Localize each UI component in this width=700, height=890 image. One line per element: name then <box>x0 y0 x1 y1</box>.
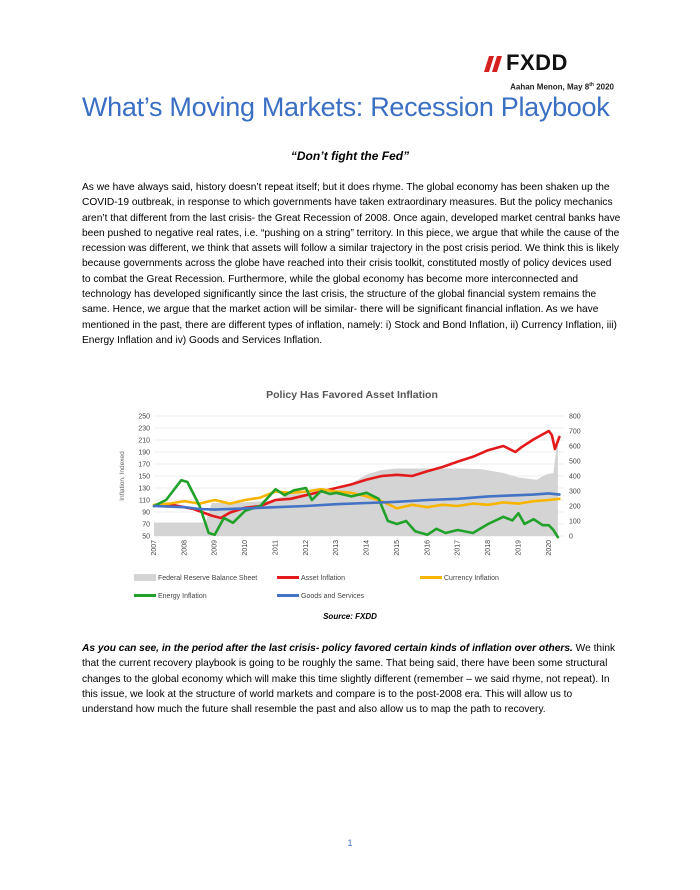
y2-tick-label: 800 <box>569 414 581 421</box>
x-tick-label: 2016 <box>424 540 431 556</box>
y2-tick-label: 500 <box>569 459 581 466</box>
x-tick-label: 2015 <box>394 540 401 556</box>
y2-tick-label: 600 <box>569 444 581 451</box>
y2-tick-label: 700 <box>569 429 581 436</box>
x-tick-label: 2012 <box>303 540 310 556</box>
legend-label-federal-reserve-balance-sheet: Federal Reserve Balance Sheet <box>158 575 257 582</box>
y-tick-label: 170 <box>138 462 150 469</box>
x-tick-label: 2011 <box>272 540 279 555</box>
inflation-chart: Policy Has Favored Asset Inflation 250 230… <box>112 384 592 612</box>
x-tick-label: 2010 <box>242 540 249 556</box>
x-tick-label: 2008 <box>181 540 188 556</box>
legend-label-goods-and-services: Goods and Services <box>301 593 365 600</box>
fxdd-logo: FXDD <box>484 50 596 76</box>
y2-tick-label: 0 <box>569 534 573 541</box>
x-tick-label: 2009 <box>212 540 219 556</box>
energy-inflation-line <box>152 478 560 539</box>
page-title: What’s Moving Markets: Recession Playboo… <box>82 92 610 122</box>
x-tick-label: 2014 <box>364 540 371 556</box>
y-tick-label: 130 <box>138 486 150 493</box>
federal-reserve-balance-sheet-area <box>154 435 558 536</box>
x-tick-label: 2018 <box>485 540 492 556</box>
analysis-body-text: We think that the current recovery playb… <box>82 643 616 716</box>
legend-swatch-federal-reserve-balance-sheet <box>134 574 156 581</box>
y-tick-label: 50 <box>142 534 150 541</box>
intro-paragraph: As we have always said, history doesn’t … <box>82 182 621 346</box>
chart-canvas: Policy Has Favored Asset Inflation 250 230… <box>119 389 581 600</box>
author-name: Aahan Menon, May 8 <box>510 82 590 92</box>
logo-wordmark: FXDD <box>506 50 568 75</box>
y2-tick-label: 300 <box>569 489 581 496</box>
y2-tick-label: 100 <box>569 519 581 526</box>
x-tick-label: 2019 <box>515 540 522 556</box>
y-tick-label: 70 <box>142 522 150 529</box>
goods-and-services-line <box>152 492 561 511</box>
y-axis-label: Inflation, Indexed <box>119 451 126 501</box>
y-tick-label: 190 <box>138 450 150 457</box>
date-ordinal: th <box>589 82 594 88</box>
page-subtitle: “Don’t fight the Fed” <box>290 149 410 163</box>
y2-tick-label: 400 <box>569 474 581 481</box>
page-number: 1 <box>347 838 353 848</box>
author-dateline: Aahan Menon, May 8th 2020 <box>510 82 614 92</box>
y-tick-label: 230 <box>138 426 150 433</box>
x-tick-label: 2007 <box>151 540 158 556</box>
y-tick-label: 150 <box>138 474 150 481</box>
x-tick-label: 2017 <box>455 540 462 556</box>
y-tick-label: 110 <box>139 498 150 505</box>
y-tick-label: 210 <box>138 438 150 445</box>
legend-label-asset-inflation: Asset Inflation <box>301 575 345 582</box>
y-tick-label: 250 <box>138 414 150 421</box>
fxdd-slash-mark <box>484 56 502 72</box>
y-tick-label: 90 <box>142 510 150 517</box>
chart-title: Policy Has Favored Asset Inflation <box>266 389 438 401</box>
y2-tick-label: 200 <box>569 504 581 511</box>
x-tick-label: 2020 <box>546 540 553 556</box>
analysis-lead-sentence: As you can see, in the period after the … <box>82 643 573 654</box>
asset-inflation-line <box>152 429 561 520</box>
legend-label-energy-inflation: Energy Inflation <box>158 593 207 600</box>
author-year: 2020 <box>593 82 614 92</box>
analysis-paragraph: As you can see, in the period after the … <box>82 641 622 717</box>
legend-label-currency-inflation: Currency Inflation <box>444 575 499 582</box>
x-tick-label: 2013 <box>333 540 340 556</box>
chart-source-caption: Source: FXDD <box>323 612 377 621</box>
